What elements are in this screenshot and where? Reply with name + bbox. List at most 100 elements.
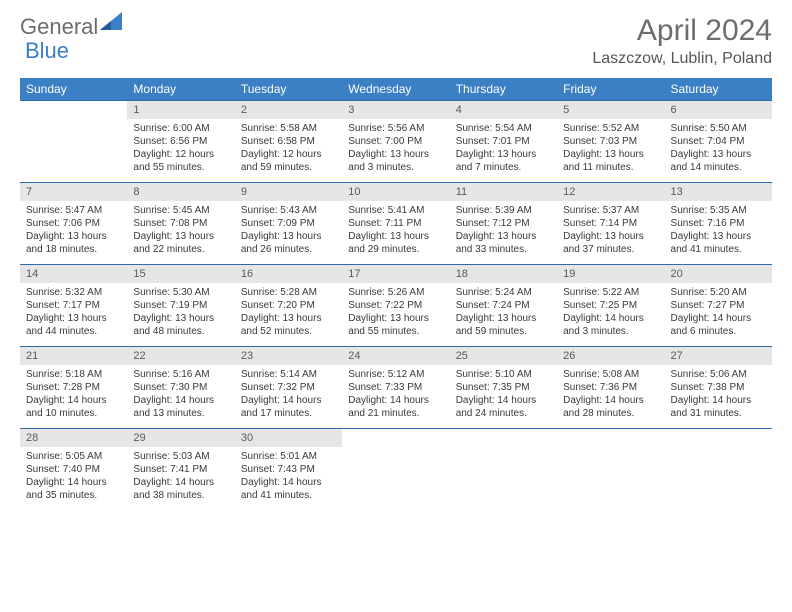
calendar-day-cell: 25Sunrise: 5:10 AMSunset: 7:35 PMDayligh… <box>450 346 557 428</box>
calendar-day-cell: 21Sunrise: 5:18 AMSunset: 7:28 PMDayligh… <box>20 346 127 428</box>
daylight-text: Daylight: 13 hours and 14 minutes. <box>671 148 766 174</box>
calendar-week-row: 1Sunrise: 6:00 AMSunset: 6:56 PMDaylight… <box>20 100 772 182</box>
day-details: Sunrise: 5:45 AMSunset: 7:08 PMDaylight:… <box>127 201 234 262</box>
sunrise-text: Sunrise: 5:20 AM <box>671 286 766 299</box>
sunrise-text: Sunrise: 5:01 AM <box>241 450 336 463</box>
sunrise-text: Sunrise: 5:50 AM <box>671 122 766 135</box>
day-details: Sunrise: 5:08 AMSunset: 7:36 PMDaylight:… <box>557 365 664 426</box>
sunset-text: Sunset: 7:17 PM <box>26 299 121 312</box>
day-details: Sunrise: 5:22 AMSunset: 7:25 PMDaylight:… <box>557 283 664 344</box>
day-details: Sunrise: 5:52 AMSunset: 7:03 PMDaylight:… <box>557 119 664 180</box>
day-details: Sunrise: 5:37 AMSunset: 7:14 PMDaylight:… <box>557 201 664 262</box>
day-number: 9 <box>235 182 342 201</box>
empty-day-spacer <box>342 428 449 446</box>
daylight-text: Daylight: 13 hours and 3 minutes. <box>348 148 443 174</box>
sunset-text: Sunset: 7:38 PM <box>671 381 766 394</box>
sunset-text: Sunset: 7:19 PM <box>133 299 228 312</box>
calendar-day-cell: 12Sunrise: 5:37 AMSunset: 7:14 PMDayligh… <box>557 182 664 264</box>
sunrise-text: Sunrise: 5:16 AM <box>133 368 228 381</box>
sunrise-text: Sunrise: 5:32 AM <box>26 286 121 299</box>
day-number: 24 <box>342 346 449 365</box>
sunset-text: Sunset: 7:30 PM <box>133 381 228 394</box>
calendar-day-cell: 4Sunrise: 5:54 AMSunset: 7:01 PMDaylight… <box>450 100 557 182</box>
sunrise-text: Sunrise: 5:03 AM <box>133 450 228 463</box>
day-header: Wednesday <box>342 78 449 100</box>
sunrise-text: Sunrise: 5:56 AM <box>348 122 443 135</box>
calendar-empty-cell <box>20 100 127 182</box>
day-details: Sunrise: 5:39 AMSunset: 7:12 PMDaylight:… <box>450 201 557 262</box>
daylight-text: Daylight: 14 hours and 38 minutes. <box>133 476 228 502</box>
day-details: Sunrise: 5:47 AMSunset: 7:06 PMDaylight:… <box>20 201 127 262</box>
empty-day-spacer <box>557 428 664 446</box>
day-details: Sunrise: 5:18 AMSunset: 7:28 PMDaylight:… <box>20 365 127 426</box>
sunrise-text: Sunrise: 5:41 AM <box>348 204 443 217</box>
day-details: Sunrise: 5:56 AMSunset: 7:00 PMDaylight:… <box>342 119 449 180</box>
calendar-day-cell: 8Sunrise: 5:45 AMSunset: 7:08 PMDaylight… <box>127 182 234 264</box>
calendar-day-cell: 7Sunrise: 5:47 AMSunset: 7:06 PMDaylight… <box>20 182 127 264</box>
sunset-text: Sunset: 6:58 PM <box>241 135 336 148</box>
day-number: 7 <box>20 182 127 201</box>
daylight-text: Daylight: 14 hours and 10 minutes. <box>26 394 121 420</box>
empty-day-spacer <box>20 100 127 118</box>
day-number: 14 <box>20 264 127 283</box>
calendar-day-cell: 29Sunrise: 5:03 AMSunset: 7:41 PMDayligh… <box>127 428 234 510</box>
daylight-text: Daylight: 13 hours and 41 minutes. <box>671 230 766 256</box>
sunset-text: Sunset: 7:28 PM <box>26 381 121 394</box>
sunrise-text: Sunrise: 5:37 AM <box>563 204 658 217</box>
day-number: 6 <box>665 100 772 119</box>
day-number: 2 <box>235 100 342 119</box>
daylight-text: Daylight: 13 hours and 33 minutes. <box>456 230 551 256</box>
sunrise-text: Sunrise: 5:18 AM <box>26 368 121 381</box>
sunrise-text: Sunrise: 5:28 AM <box>241 286 336 299</box>
sunrise-text: Sunrise: 5:22 AM <box>563 286 658 299</box>
daylight-text: Daylight: 14 hours and 3 minutes. <box>563 312 658 338</box>
calendar-day-cell: 6Sunrise: 5:50 AMSunset: 7:04 PMDaylight… <box>665 100 772 182</box>
daylight-text: Daylight: 13 hours and 44 minutes. <box>26 312 121 338</box>
calendar-day-cell: 28Sunrise: 5:05 AMSunset: 7:40 PMDayligh… <box>20 428 127 510</box>
logo-text-blue-wrapper: Blue <box>25 38 69 64</box>
calendar-day-cell: 22Sunrise: 5:16 AMSunset: 7:30 PMDayligh… <box>127 346 234 428</box>
day-details: Sunrise: 5:16 AMSunset: 7:30 PMDaylight:… <box>127 365 234 426</box>
sunset-text: Sunset: 7:16 PM <box>671 217 766 230</box>
calendar-empty-cell <box>342 428 449 510</box>
day-number: 21 <box>20 346 127 365</box>
calendar-day-cell: 17Sunrise: 5:26 AMSunset: 7:22 PMDayligh… <box>342 264 449 346</box>
empty-day-spacer <box>665 428 772 446</box>
day-number: 17 <box>342 264 449 283</box>
day-number: 25 <box>450 346 557 365</box>
daylight-text: Daylight: 14 hours and 13 minutes. <box>133 394 228 420</box>
calendar-day-cell: 27Sunrise: 5:06 AMSunset: 7:38 PMDayligh… <box>665 346 772 428</box>
day-details: Sunrise: 5:14 AMSunset: 7:32 PMDaylight:… <box>235 365 342 426</box>
daylight-text: Daylight: 13 hours and 52 minutes. <box>241 312 336 338</box>
sunrise-text: Sunrise: 5:45 AM <box>133 204 228 217</box>
header: General April 2024 Laszczow, Lublin, Pol… <box>20 14 772 68</box>
day-details: Sunrise: 5:26 AMSunset: 7:22 PMDaylight:… <box>342 283 449 344</box>
day-number: 20 <box>665 264 772 283</box>
sunset-text: Sunset: 7:01 PM <box>456 135 551 148</box>
day-header: Thursday <box>450 78 557 100</box>
calendar-week-row: 7Sunrise: 5:47 AMSunset: 7:06 PMDaylight… <box>20 182 772 264</box>
day-details: Sunrise: 5:03 AMSunset: 7:41 PMDaylight:… <box>127 447 234 508</box>
daylight-text: Daylight: 13 hours and 55 minutes. <box>348 312 443 338</box>
calendar-day-cell: 23Sunrise: 5:14 AMSunset: 7:32 PMDayligh… <box>235 346 342 428</box>
calendar-week-row: 14Sunrise: 5:32 AMSunset: 7:17 PMDayligh… <box>20 264 772 346</box>
day-details: Sunrise: 5:20 AMSunset: 7:27 PMDaylight:… <box>665 283 772 344</box>
day-number: 26 <box>557 346 664 365</box>
day-details: Sunrise: 5:54 AMSunset: 7:01 PMDaylight:… <box>450 119 557 180</box>
day-number: 22 <box>127 346 234 365</box>
calendar-body: 1Sunrise: 6:00 AMSunset: 6:56 PMDaylight… <box>20 100 772 510</box>
calendar-day-cell: 1Sunrise: 6:00 AMSunset: 6:56 PMDaylight… <box>127 100 234 182</box>
day-number: 19 <box>557 264 664 283</box>
sunset-text: Sunset: 7:33 PM <box>348 381 443 394</box>
sunset-text: Sunset: 6:56 PM <box>133 135 228 148</box>
sunset-text: Sunset: 7:14 PM <box>563 217 658 230</box>
sunset-text: Sunset: 7:22 PM <box>348 299 443 312</box>
sunset-text: Sunset: 7:25 PM <box>563 299 658 312</box>
calendar-day-cell: 15Sunrise: 5:30 AMSunset: 7:19 PMDayligh… <box>127 264 234 346</box>
day-header: Monday <box>127 78 234 100</box>
sunrise-text: Sunrise: 5:05 AM <box>26 450 121 463</box>
daylight-text: Daylight: 13 hours and 7 minutes. <box>456 148 551 174</box>
calendar-day-cell: 5Sunrise: 5:52 AMSunset: 7:03 PMDaylight… <box>557 100 664 182</box>
day-details: Sunrise: 5:28 AMSunset: 7:20 PMDaylight:… <box>235 283 342 344</box>
daylight-text: Daylight: 14 hours and 24 minutes. <box>456 394 551 420</box>
